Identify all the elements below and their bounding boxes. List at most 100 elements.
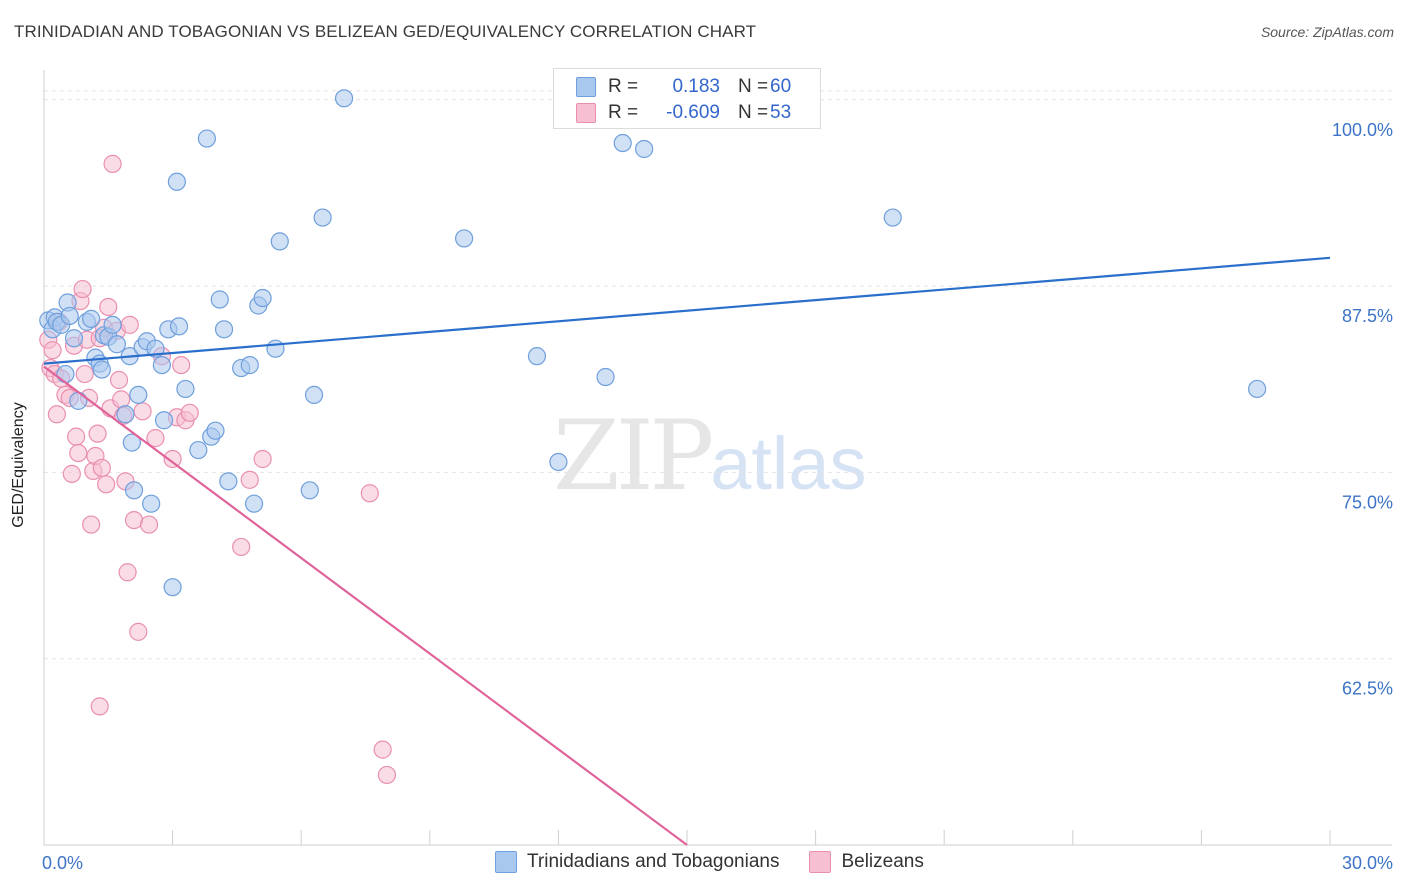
chart-title: TRINIDADIAN AND TOBAGONIAN VS BELIZEAN G…	[14, 22, 757, 41]
trinidadian-point	[152, 355, 171, 375]
trinidadian-point	[244, 494, 264, 513]
belizean-point	[67, 427, 86, 446]
trinidadian-point	[92, 360, 111, 379]
belizean-point	[373, 740, 392, 759]
series-swatch-blue	[495, 851, 517, 873]
trinidadian-point	[270, 232, 289, 251]
trinidadian-points	[39, 89, 1267, 597]
trinidadian-point	[146, 339, 165, 358]
trinidadian-point	[883, 208, 902, 227]
legend-n-label: N =	[738, 76, 769, 97]
legend-row-trinidadian: R = 0.183 N = 60	[576, 75, 800, 99]
belizean-point	[82, 515, 101, 534]
belizean-point	[90, 697, 109, 716]
legend-n-label: N =	[738, 102, 769, 123]
belizean-point	[377, 765, 397, 785]
belizean-point	[62, 464, 81, 483]
series-legend-belizean: Belizeans	[809, 851, 924, 873]
trinidadian-point	[103, 315, 122, 334]
belizean-point	[73, 279, 92, 299]
belizean-point	[97, 475, 116, 494]
belizean-point	[120, 315, 139, 334]
trinidadian-point	[197, 129, 216, 148]
series-legend-trinidadian: Trinidadians and Tobagonians	[495, 851, 779, 873]
trinidadian-point	[210, 290, 229, 309]
trinidadian-point	[454, 229, 474, 248]
trinidadian-point	[313, 208, 332, 227]
belizean-points	[39, 154, 397, 785]
belizean-point	[124, 510, 144, 530]
series-legend-label: Trinidadians and Tobagonians	[527, 851, 780, 872]
x-tick-label: 30.0%	[1342, 853, 1393, 873]
belizean-point	[172, 355, 191, 375]
trinidadian-point	[163, 578, 182, 597]
trinidadian-point	[300, 481, 319, 500]
watermark-zip: ZIP	[553, 400, 714, 512]
trinidadian-point	[613, 133, 632, 153]
belizean-point	[47, 405, 66, 424]
series-swatch-pink	[809, 851, 832, 873]
trinidadian-point	[64, 329, 84, 348]
series-legend-label: Belizeans	[841, 851, 924, 872]
trinidadian-point	[116, 405, 135, 424]
belizean-point	[163, 449, 182, 469]
trinidadian-point	[167, 172, 186, 191]
trinidadian-point	[176, 379, 195, 399]
trinidadian-point	[1248, 379, 1267, 399]
y-tick-label: 87.5%	[1342, 306, 1393, 326]
belizean-point	[180, 403, 199, 422]
trinidadian-point	[122, 433, 141, 452]
belizean-point	[43, 341, 62, 360]
trinidadian-point	[169, 317, 189, 336]
y-tick-label: 75.0%	[1342, 492, 1393, 512]
legend-n-value: 60	[770, 76, 792, 97]
series-legend: Trinidadians and Tobagonians Belizeans	[495, 851, 954, 873]
trinidadian-point	[129, 385, 148, 405]
trinidadian-point	[56, 364, 75, 384]
trinidadian-point	[304, 385, 324, 405]
belizean-point	[69, 443, 88, 463]
belizean-point	[103, 154, 122, 173]
trinidadian-point	[154, 411, 174, 430]
x-tick-label: 0.0%	[42, 853, 83, 873]
belizean-point	[92, 458, 111, 478]
trinidadian-point	[334, 89, 354, 108]
belizean-point	[232, 537, 251, 557]
belizean-point	[240, 470, 259, 489]
trinidadian-point	[596, 367, 615, 387]
trinidadian-point	[189, 440, 208, 460]
watermark-atlas: atlas	[710, 422, 867, 505]
trinidadian-point	[142, 494, 161, 513]
legend-row-belizean: R = -0.609 N = 53	[576, 101, 800, 125]
trinidadian-point	[219, 472, 238, 491]
legend-swatch-blue	[576, 77, 596, 97]
legend-r-value: 0.183	[672, 76, 720, 97]
belizean-point	[118, 563, 137, 582]
trinidadian-point	[82, 309, 101, 328]
belizean-point	[360, 484, 379, 503]
trinidadian-point	[266, 339, 285, 358]
y-tick-label: 100.0%	[1332, 120, 1393, 140]
trinidadian-point	[60, 306, 79, 326]
trinidadian-point	[253, 288, 272, 308]
belizean-point	[139, 515, 159, 534]
stats-legend: R = 0.183 N = 60 R = -0.609 N = 53	[553, 68, 821, 129]
trinidadian-point	[240, 355, 259, 375]
trinidadian-point	[214, 320, 234, 339]
legend-swatch-pink	[576, 103, 596, 123]
trend-lines	[43, 256, 1331, 846]
tick-labels: 62.5% 75.0% 87.5% 100.0% 0.0% 30.0%	[42, 120, 1393, 873]
belizean-point	[146, 429, 165, 448]
belizean-point	[253, 449, 272, 469]
y-tick-label: 62.5%	[1342, 679, 1393, 699]
belizean-point	[109, 370, 129, 390]
belizean-point	[75, 364, 94, 384]
belizean-point	[88, 424, 107, 443]
belizean-trend-line	[43, 365, 688, 846]
legend-r-value: -0.609	[666, 102, 720, 123]
trinidadian-point	[635, 139, 654, 159]
trinidadian-point	[527, 347, 547, 366]
belizean-point	[129, 622, 148, 641]
source-credit: Source: ZipAtlas.com	[1260, 24, 1394, 40]
